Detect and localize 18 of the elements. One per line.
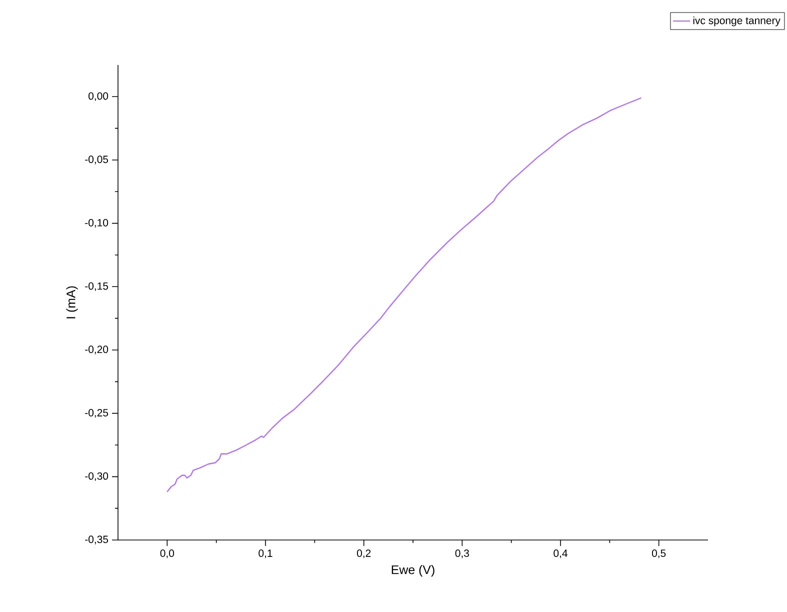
y-tick-label: -0,15 — [85, 282, 108, 291]
y-tick-label: -0,10 — [85, 219, 108, 228]
y-tick-label: -0,25 — [85, 409, 108, 418]
y-tick-label: -0,20 — [85, 346, 108, 354]
y-tick-label: -0,05 — [85, 156, 108, 164]
line-series — [166, 97, 642, 492]
x-tick-label: 0,1 — [258, 550, 272, 558]
x-axis-title: Ewe (V) — [392, 564, 434, 577]
y-tick-label: 0,00 — [88, 92, 108, 101]
x-tick-label: 0,4 — [554, 550, 568, 558]
y-tick-label: -0,35 — [85, 536, 108, 544]
x-tick-label: 0,5 — [652, 550, 666, 558]
legend-label: ivc sponge tannery — [693, 16, 780, 26]
y-tick-label: -0,30 — [85, 472, 108, 481]
x-tick-label: 0,0 — [160, 550, 174, 558]
x-tick-label: 0,3 — [455, 550, 469, 558]
x-tick-label: 0,2 — [356, 550, 371, 558]
y-axis-title: I (mA) — [66, 286, 78, 318]
